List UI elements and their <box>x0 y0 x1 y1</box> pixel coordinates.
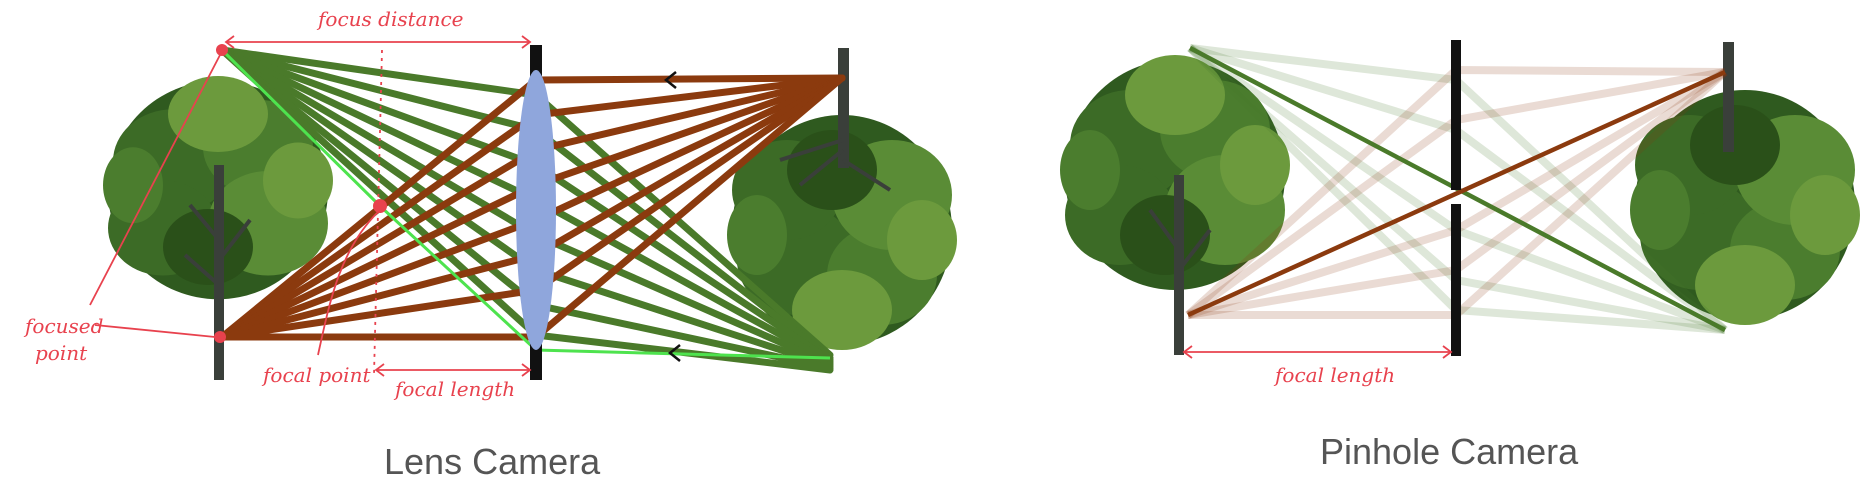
focal-point-label: focal point <box>261 363 371 387</box>
lens-camera-caption: Lens Camera <box>384 441 601 482</box>
image-tree-icon <box>1630 42 1860 325</box>
pinhole-camera-caption: Pinhole Camera <box>1320 431 1579 472</box>
pinhole-focal-length-annotation <box>1182 345 1453 359</box>
image-tree-icon <box>727 48 957 350</box>
focused-point-bottom <box>214 331 226 343</box>
pinhole-barrier-bottom <box>1451 204 1461 356</box>
focused-point-label-1: focused <box>23 314 103 338</box>
focused-point-label-2: point <box>35 341 88 365</box>
focal-point-marker <box>373 199 387 213</box>
brown-principal-ray <box>1187 69 1726 318</box>
focused-point-leaders <box>89 54 221 338</box>
focus-distance-label: focus distance <box>316 7 464 31</box>
focused-point-top <box>216 44 228 56</box>
pinhole-focal-length-label: focal length <box>1273 363 1395 387</box>
pinhole-camera-diagram: focal length Pinhole Camera <box>1060 40 1860 472</box>
object-tree-icon <box>1060 55 1290 355</box>
chevron-left-icon <box>663 71 677 89</box>
focus-distance-annotation <box>224 35 532 49</box>
focal-length-annotation <box>374 363 532 377</box>
lens-icon <box>516 70 556 350</box>
focal-point-leader <box>317 211 379 356</box>
lens-camera-diagram: focus distance focused point focal point… <box>23 7 957 482</box>
focal-ray <box>220 48 831 360</box>
chevron-left-icon <box>667 344 681 362</box>
object-tree-icon <box>103 75 333 380</box>
pinhole-barrier-top <box>1451 40 1461 190</box>
focal-length-label: focal length <box>393 377 515 401</box>
